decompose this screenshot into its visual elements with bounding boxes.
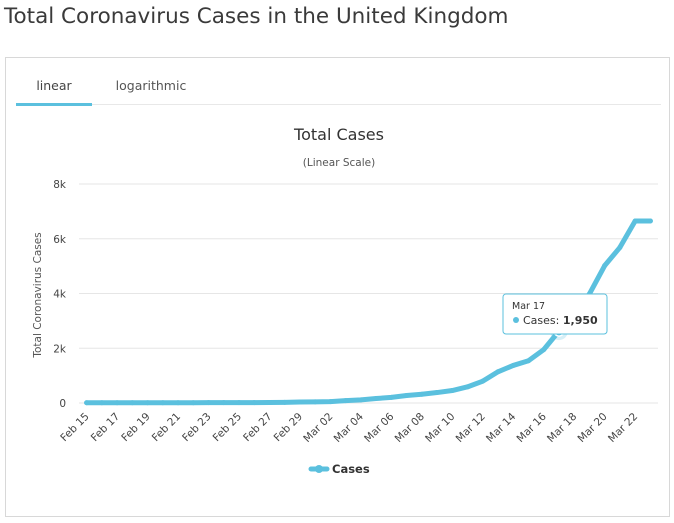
- data-point[interactable]: [84, 400, 90, 406]
- data-point[interactable]: [221, 400, 227, 406]
- total-cases-chart: Total Cases (Linear Scale) 0 2k 4k 6k 8k Tot…: [32, 125, 658, 476]
- data-point[interactable]: [190, 400, 196, 406]
- x-tick-label: Mar 16: [515, 410, 550, 445]
- data-point[interactable]: [175, 400, 181, 406]
- data-point[interactable]: [647, 218, 653, 224]
- data-point[interactable]: [419, 391, 425, 397]
- data-point[interactable]: [373, 396, 379, 402]
- x-tick-label: Feb 21: [150, 411, 183, 444]
- chart-panel: linear logarithmic Total Cases (Linear S…: [5, 57, 670, 517]
- data-point[interactable]: [480, 378, 486, 384]
- y-axis-ticks: 0 2k 4k 6k 8k: [53, 179, 67, 410]
- data-point[interactable]: [449, 388, 455, 394]
- data-point[interactable]: [525, 358, 531, 364]
- tooltip: Mar 17 Cases: 1,950: [502, 293, 608, 335]
- data-point[interactable]: [358, 397, 364, 403]
- x-tick-label: Mar 14: [484, 410, 519, 445]
- tooltip-value: Cases: 1,950: [523, 314, 598, 327]
- x-tick-label: Mar 08: [393, 411, 427, 445]
- x-tick-label: Mar 22: [606, 411, 640, 445]
- x-tick-label: Feb 17: [89, 411, 122, 444]
- x-tick-label: Mar 02: [301, 411, 335, 445]
- data-point[interactable]: [236, 400, 242, 406]
- x-tick-label: Feb 15: [58, 411, 91, 444]
- tab-logarithmic[interactable]: logarithmic: [115, 78, 187, 93]
- x-tick-label: Feb 25: [211, 411, 244, 444]
- data-point[interactable]: [114, 400, 120, 406]
- data-point[interactable]: [327, 399, 333, 405]
- y-axis-label: Total Coronavirus Cases: [32, 232, 44, 358]
- data-point[interactable]: [617, 244, 623, 250]
- data-point[interactable]: [434, 390, 440, 396]
- data-point[interactable]: [160, 400, 166, 406]
- scale-tabs: linear logarithmic: [16, 58, 661, 106]
- x-tick-label: Mar 12: [454, 411, 488, 445]
- data-point[interactable]: [404, 393, 410, 399]
- data-point[interactable]: [297, 399, 303, 405]
- data-point[interactable]: [99, 400, 105, 406]
- data-point[interactable]: [343, 398, 349, 404]
- y-tick-label: 2k: [53, 343, 67, 355]
- data-point[interactable]: [388, 394, 394, 400]
- y-tick-label: 4k: [53, 289, 67, 301]
- x-tick-label: Mar 06: [362, 410, 397, 445]
- data-point[interactable]: [282, 399, 288, 405]
- x-tick-label: Feb 23: [180, 411, 213, 444]
- data-point[interactable]: [465, 384, 471, 390]
- chart-subtitle: (Linear Scale): [303, 157, 375, 169]
- legend[interactable]: Cases: [308, 462, 370, 476]
- tooltip-series-label: Cases: [523, 314, 556, 327]
- data-point[interactable]: [145, 400, 151, 406]
- tooltip-date: Mar 17: [512, 301, 545, 312]
- x-tick-label: Feb 29: [272, 411, 305, 444]
- data-point[interactable]: [495, 369, 501, 375]
- tooltip-box: [502, 293, 608, 335]
- data-point[interactable]: [266, 399, 272, 405]
- y-tick-label: 8k: [53, 179, 67, 191]
- x-tick-label: Mar 10: [423, 411, 457, 445]
- data-point[interactable]: [206, 400, 212, 406]
- data-point[interactable]: [251, 400, 257, 406]
- tooltip-marker: [513, 317, 519, 323]
- data-point[interactable]: [541, 347, 547, 353]
- data-point[interactable]: [510, 362, 516, 368]
- page-title: Total Coronavirus Cases in the United Ki…: [4, 4, 509, 29]
- chart-title: Total Cases: [293, 125, 384, 144]
- x-tick-label: Feb 19: [119, 411, 152, 444]
- tooltip-series-value: 1,950: [563, 314, 598, 327]
- y-tick-label: 6k: [53, 234, 67, 246]
- x-tick-label: Mar 18: [545, 411, 579, 445]
- x-tick-label: Mar 20: [575, 411, 609, 445]
- data-point[interactable]: [129, 400, 135, 406]
- y-tick-label: 0: [59, 398, 66, 410]
- data-point[interactable]: [602, 263, 608, 269]
- tab-linear[interactable]: linear: [16, 58, 92, 106]
- data-point[interactable]: [632, 218, 638, 224]
- x-tick-label: Mar 04: [332, 410, 367, 445]
- legend-label-cases[interactable]: Cases: [332, 462, 370, 476]
- x-tick-label: Feb 27: [241, 411, 274, 444]
- legend-marker: [315, 465, 323, 473]
- data-point[interactable]: [312, 399, 318, 405]
